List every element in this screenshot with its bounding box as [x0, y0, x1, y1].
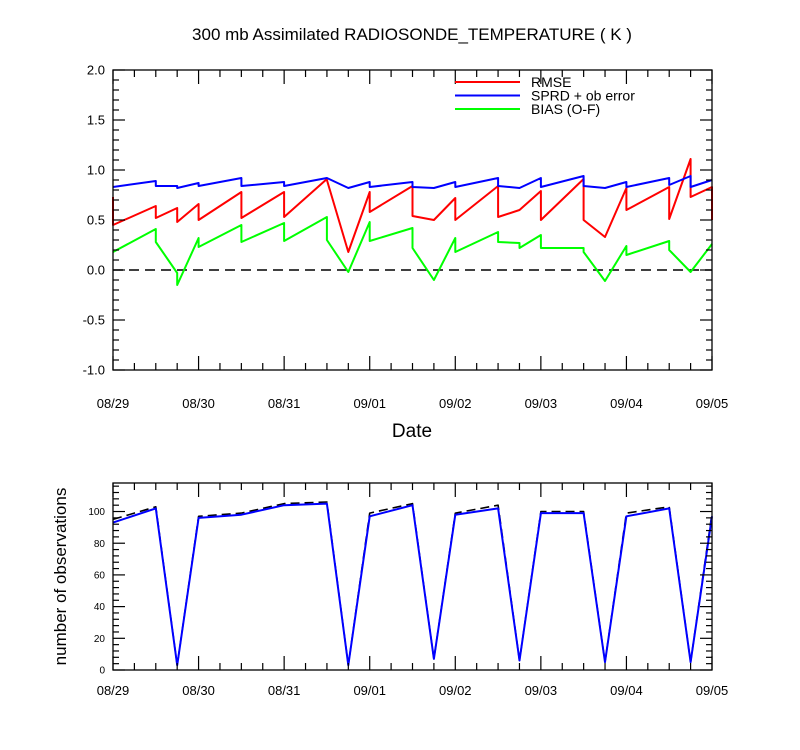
- x-tick-label: 08/31: [268, 683, 301, 698]
- x-tick-label: 08/30: [182, 396, 215, 411]
- y-tick-label: 1.0: [87, 163, 105, 178]
- x-tick-label: 08/30: [182, 683, 215, 698]
- chart-title: 300 mb Assimilated RADIOSONDE_TEMPERATUR…: [192, 25, 632, 44]
- top-chart-panel: 300 mb Assimilated RADIOSONDE_TEMPERATUR…: [83, 25, 729, 442]
- observation-lines: [112, 501, 713, 667]
- x-tick-label: 09/02: [439, 396, 472, 411]
- x-tick-label: 09/04: [610, 683, 643, 698]
- y-tick-label: 40: [94, 602, 106, 613]
- x-tick-label: 09/02: [439, 683, 472, 698]
- x-tick-label: 09/03: [525, 396, 558, 411]
- x-tick-label: 08/31: [268, 396, 301, 411]
- x-tick-label: 09/04: [610, 396, 643, 411]
- y-axis-label: number of observations: [51, 488, 70, 666]
- axes-ticks: 08/29 08/30 08/31 09/01 09/02 09/03 09/04 09/05…: [83, 63, 729, 411]
- y-tick-label: 0.5: [87, 213, 105, 228]
- y-tick-label: -0.5: [83, 313, 105, 328]
- series-lines: [112, 158, 713, 286]
- y-tick-label: 2.0: [87, 63, 105, 78]
- series-line-bias-o-f: [112, 216, 713, 286]
- series-line-sprd-ob-error: [112, 175, 713, 189]
- legend-label: SPRD + ob error: [531, 88, 635, 104]
- x-tick-label: 08/29: [97, 396, 130, 411]
- x-tick-label: 09/05: [696, 683, 729, 698]
- y-tick-label: 100: [88, 507, 105, 518]
- x-axis-label: Date: [392, 421, 432, 442]
- x-tick-label: 08/29: [97, 683, 130, 698]
- bottom-chart-panel: 08/29 08/30 08/31 09/01 09/02 09/03 09/04 09/05…: [51, 482, 728, 698]
- y-tick-label: 60: [94, 571, 106, 582]
- x-tick-label: 09/03: [525, 683, 558, 698]
- series-line-assimilated: [112, 502, 713, 667]
- series-line-possible: [112, 501, 713, 667]
- y-tick-label: 80: [94, 539, 106, 550]
- axes-ticks: 08/29 08/30 08/31 09/01 09/02 09/03 09/04 09/05…: [88, 483, 728, 698]
- y-tick-label: -1.0: [83, 363, 105, 378]
- series-line-rmse: [112, 158, 713, 253]
- x-tick-label: 09/01: [353, 683, 386, 698]
- plot-frame: [112, 69, 713, 371]
- y-tick-label: 1.5: [87, 113, 105, 128]
- y-tick-label: 0: [99, 666, 105, 677]
- x-tick-label: 09/01: [353, 396, 386, 411]
- y-tick-label: 20: [94, 634, 106, 645]
- legend-label: BIAS (O-F): [531, 101, 600, 117]
- x-tick-label: 09/05: [696, 396, 729, 411]
- legend-label: RMSE: [531, 74, 571, 90]
- y-tick-label: 0.0: [87, 263, 105, 278]
